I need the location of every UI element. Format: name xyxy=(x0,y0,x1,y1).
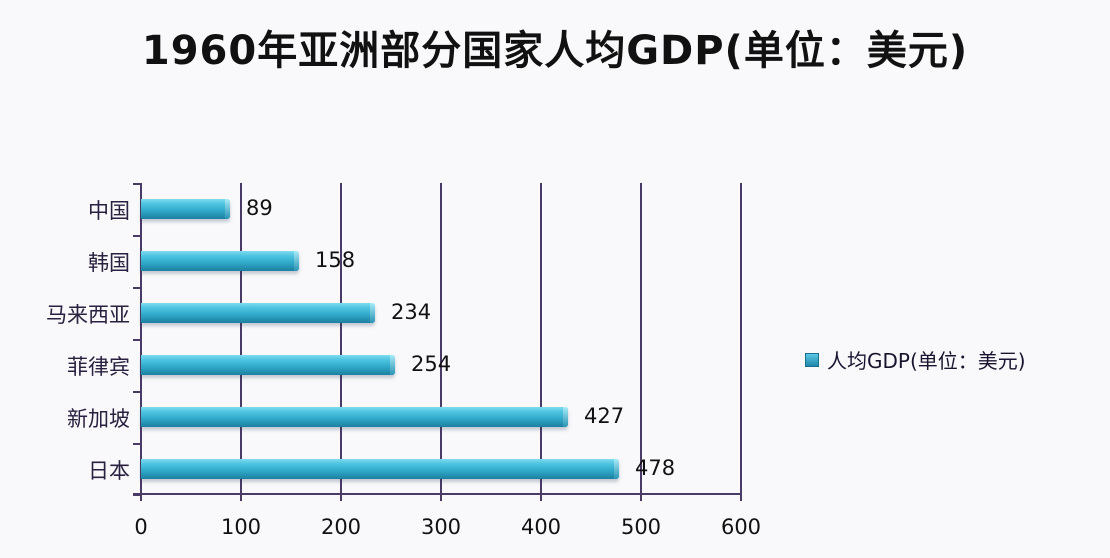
bar xyxy=(141,303,375,323)
bar xyxy=(141,251,299,271)
y-tick xyxy=(133,339,141,341)
bar xyxy=(141,355,395,375)
category-label: 新加坡 xyxy=(67,407,130,431)
y-tick xyxy=(133,287,141,289)
bar xyxy=(141,199,230,219)
y-tick xyxy=(133,443,141,445)
y-axis xyxy=(140,183,142,501)
gridline xyxy=(740,183,742,501)
x-tick-label: 200 xyxy=(320,515,362,539)
gridline xyxy=(440,183,442,501)
data-label: 89 xyxy=(246,196,273,220)
data-label: 158 xyxy=(315,248,356,272)
x-tick-label: 0 xyxy=(134,515,148,539)
gridline xyxy=(340,183,342,501)
category-label: 日本 xyxy=(88,459,130,483)
x-tick-label: 600 xyxy=(720,515,762,539)
legend: 人均GDP(单位：美元) xyxy=(805,345,1026,374)
x-tick-label: 300 xyxy=(420,515,462,539)
data-label: 478 xyxy=(635,456,676,480)
category-label: 中国 xyxy=(88,199,130,223)
gridline xyxy=(640,183,642,501)
y-tick xyxy=(133,391,141,393)
data-label: 254 xyxy=(411,352,452,376)
category-label: 菲律宾 xyxy=(67,355,130,379)
y-tick xyxy=(133,494,141,496)
bar xyxy=(141,407,568,427)
gridline xyxy=(540,183,542,501)
x-tick-label: 400 xyxy=(520,515,562,539)
legend-swatch-icon xyxy=(805,352,819,367)
category-label: 韩国 xyxy=(88,251,130,275)
y-tick xyxy=(133,183,141,185)
data-label: 427 xyxy=(584,404,625,428)
data-label: 234 xyxy=(391,300,432,324)
legend-label: 人均GDP(单位：美元) xyxy=(827,349,1026,373)
x-tick-label: 500 xyxy=(620,515,662,539)
bar xyxy=(141,459,619,479)
y-tick xyxy=(133,235,141,237)
x-tick-label: 100 xyxy=(220,515,262,539)
x-axis xyxy=(133,493,742,495)
gridline xyxy=(240,183,242,501)
category-label: 马来西亚 xyxy=(46,303,130,327)
chart-title: 1960年亚洲部分国家人均GDP(单位：美元) xyxy=(141,28,969,74)
